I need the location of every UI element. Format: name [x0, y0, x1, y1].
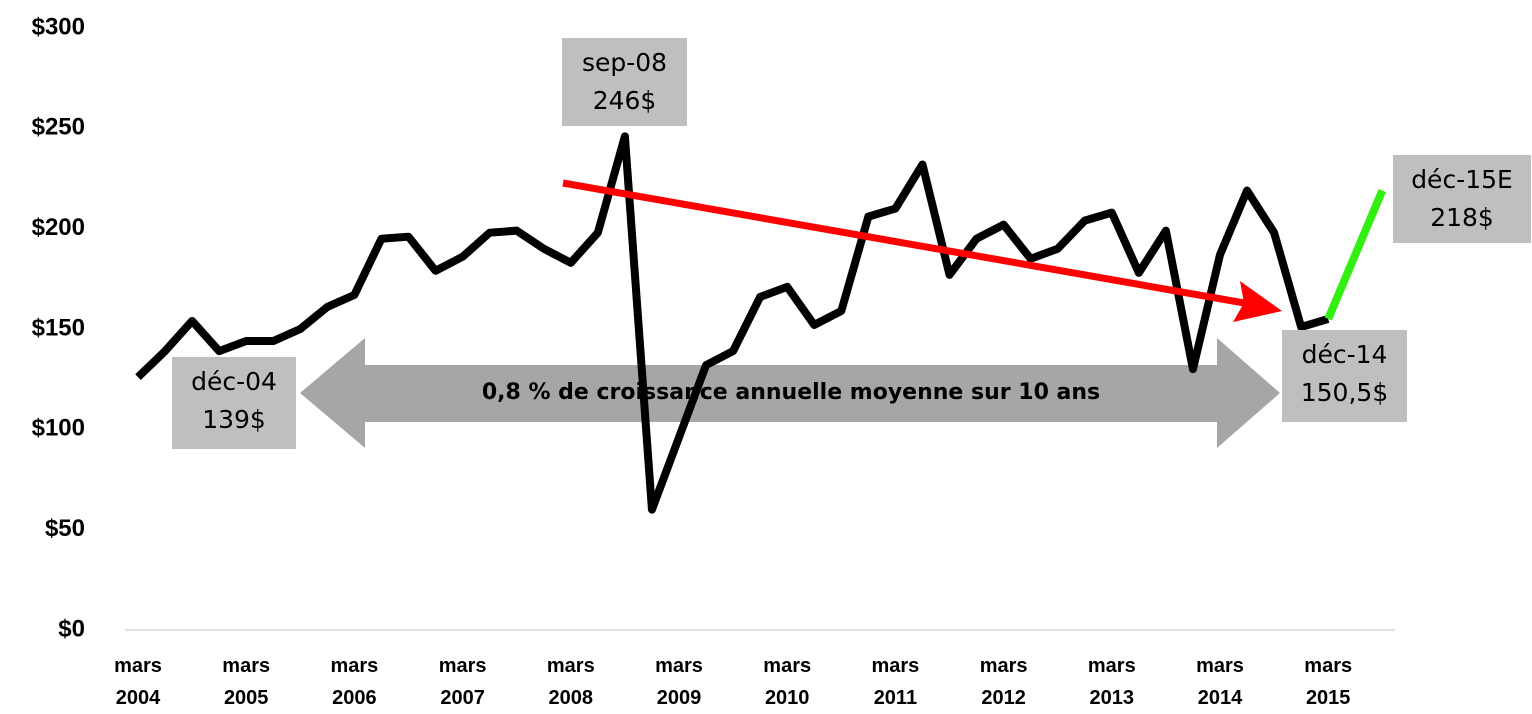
arrow-label: 0,8 % de croissance annuelle moyenne sur…: [481, 380, 1101, 405]
x-tick-label: mars 2007: [438, 655, 487, 709]
x-tick-label: mars 2011: [871, 655, 920, 709]
x-tick-label: mars 2004: [114, 655, 162, 709]
annotation-line: déc-14: [1301, 340, 1388, 369]
annotation-line: 139$: [202, 405, 266, 434]
x-tick-label: mars 2009: [655, 655, 703, 709]
trend-arrow-head: [1233, 281, 1282, 322]
x-tick-label: mars 2006: [330, 655, 379, 709]
annotation: déc-14 150,5$: [1282, 330, 1407, 422]
y-tick-label: $300: [32, 13, 85, 40]
x-tick-label: mars 2012: [979, 655, 1028, 709]
y-tick-label: $250: [32, 114, 85, 141]
x-tick-label: mars 2013: [1087, 655, 1136, 709]
trend-arrow: [562, 179, 1251, 308]
annotation-line: 218$: [1430, 203, 1494, 232]
annotation-line: 246$: [592, 86, 657, 115]
double-arrow: [300, 338, 1280, 448]
annotation-line: déc-15E: [1411, 165, 1513, 194]
x-tick-label: mars 2010: [763, 655, 812, 709]
series-line: [1324, 188, 1386, 321]
annotation-line: 150,5$: [1300, 378, 1389, 407]
annotation-line: déc-04: [191, 367, 277, 396]
annotation: déc-04 139$: [172, 357, 296, 449]
y-tick-label: $200: [32, 214, 85, 241]
annotation: déc-15E 218$: [1393, 155, 1531, 243]
x-tick-label: mars 2014: [1196, 655, 1244, 709]
y-tick-label: $150: [32, 314, 85, 341]
series-line: [135, 132, 1330, 514]
x-tick-label: mars 2008: [546, 655, 595, 709]
y-tick-label: $50: [45, 515, 85, 542]
annotation: sep-08 246$: [562, 38, 687, 126]
y-tick-label: $100: [32, 415, 85, 442]
y-tick-label: $0: [58, 615, 85, 642]
x-tick-label: mars 2015: [1304, 655, 1353, 709]
x-tick-label: mars 2005: [222, 655, 271, 709]
annotation-line: sep-08: [581, 48, 668, 77]
